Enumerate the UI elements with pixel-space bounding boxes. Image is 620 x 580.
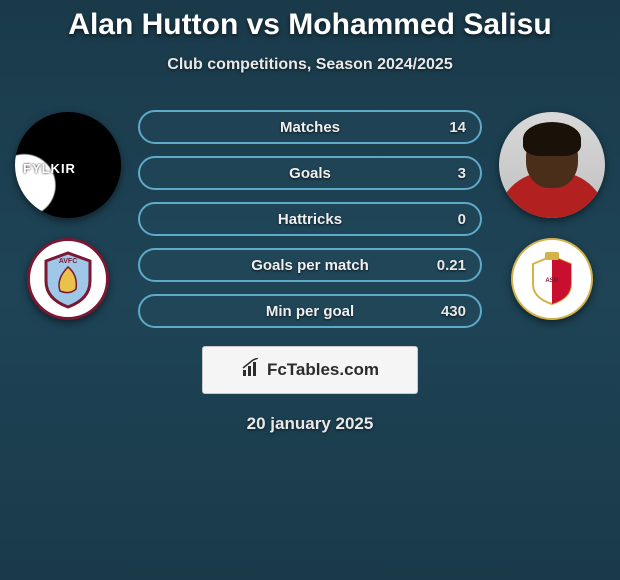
svg-text:AVFC: AVFC	[59, 258, 78, 265]
page-title: Alan Hutton vs Mohammed Salisu	[0, 8, 620, 42]
content-row: FYLKIR AVFC Matches 14 Goals 3	[0, 110, 620, 328]
stat-label: Matches	[194, 119, 426, 136]
stat-row: Matches 14	[138, 110, 482, 144]
stat-right-value: 0	[426, 211, 466, 228]
stat-row: Min per goal 430	[138, 294, 482, 328]
stat-right-value: 3	[426, 165, 466, 182]
stat-label: Goals per match	[194, 257, 426, 274]
brand-text: FcTables.com	[267, 360, 379, 380]
comparison-card: Alan Hutton vs Mohammed Salisu Club comp…	[0, 0, 620, 580]
stat-right-value: 430	[426, 303, 466, 320]
avfc-crest-icon: AVFC	[38, 249, 98, 309]
player1-avatar: FYLKIR	[15, 112, 121, 218]
stat-row: Goals 3	[138, 156, 482, 190]
date-text: 20 january 2025	[0, 414, 620, 434]
stat-row: Goals per match 0.21	[138, 248, 482, 282]
stat-right-value: 14	[426, 119, 466, 136]
avatar-hair	[523, 122, 581, 156]
stat-right-value: 0.21	[426, 257, 466, 274]
stat-label: Goals	[194, 165, 426, 182]
player2-club-badge: ASM	[511, 238, 593, 320]
player1-badge-text: FYLKIR	[23, 161, 76, 176]
chart-icon	[241, 358, 261, 383]
subtitle: Club competitions, Season 2024/2025	[0, 56, 620, 74]
left-column: FYLKIR AVFC	[8, 110, 128, 320]
stat-row: Hattricks 0	[138, 202, 482, 236]
player1-club-badge: AVFC	[27, 238, 109, 320]
stat-label: Min per goal	[194, 303, 426, 320]
stats-list: Matches 14 Goals 3 Hattricks 0 Goals per…	[138, 110, 482, 328]
stat-label: Hattricks	[194, 211, 426, 228]
svg-text:ASM: ASM	[545, 278, 558, 284]
monaco-crest-icon: ASM	[523, 250, 581, 308]
brand-box[interactable]: FcTables.com	[202, 346, 418, 394]
player2-avatar	[499, 112, 605, 218]
right-column: ASM	[492, 110, 612, 320]
